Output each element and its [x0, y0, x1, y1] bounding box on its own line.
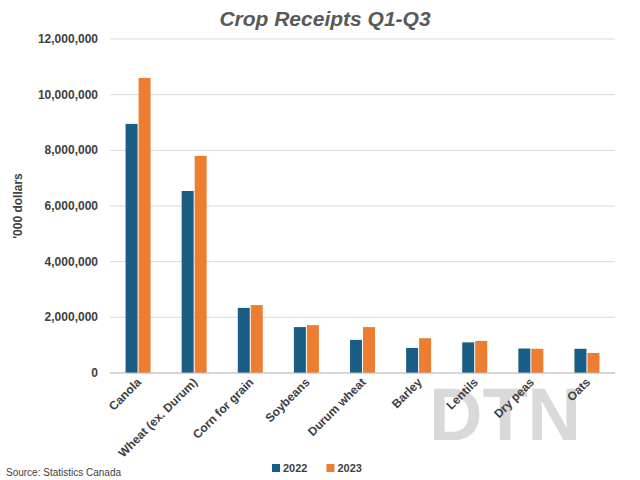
bar — [587, 353, 599, 373]
grid — [110, 39, 615, 373]
legend-label: 2022 — [283, 462, 307, 474]
bar — [574, 349, 586, 373]
chart: DTN 0 2,000,000 4,000,000 6,000,000 8,000,000… — [0, 0, 640, 480]
grid-line — [110, 39, 615, 40]
x-tick-label: Wheat (ex. Durum) — [115, 375, 200, 460]
x-tick-label: Canola — [106, 375, 144, 413]
x-tick-label: Barley — [389, 375, 425, 411]
grid-line — [110, 150, 615, 151]
x-tick-label: Dry peas — [491, 375, 537, 421]
x-tick-label: Soybeans — [263, 375, 313, 425]
y-tick-label: 12,000,000 — [38, 32, 98, 46]
bar — [126, 124, 138, 373]
y-tick-label: 8,000,000 — [45, 143, 99, 157]
background — [0, 0, 640, 480]
bar — [419, 338, 431, 373]
bar — [531, 349, 543, 373]
bar — [294, 327, 306, 373]
grid-line — [110, 94, 615, 95]
bar — [462, 342, 474, 373]
y-tick-label: 6,000,000 — [45, 199, 99, 213]
x-tick-label: Oats — [564, 375, 593, 404]
bar — [139, 78, 151, 373]
x-tick-label: Corn for grain — [190, 375, 256, 441]
x-tick-label: Durum wheat — [305, 375, 369, 439]
grid-line — [110, 373, 615, 374]
bar — [350, 340, 362, 373]
bar — [475, 341, 487, 373]
x-axis — [110, 373, 615, 374]
y-tick-label: 10,000,000 — [38, 88, 98, 102]
bar — [238, 308, 250, 373]
y-tick-label: 4,000,000 — [45, 255, 99, 269]
title: Crop Receipts Q1-Q3 — [219, 7, 431, 30]
watermark: DTN — [429, 373, 581, 456]
bar — [251, 305, 263, 373]
bar — [406, 348, 418, 373]
source: Source: Statistics Canada — [6, 467, 121, 478]
y-axis-label: '000 dollars — [11, 173, 25, 239]
y-tick-label: 2,000,000 — [45, 310, 99, 324]
legend-swatch — [272, 464, 280, 472]
y-tick-label: 0 — [91, 366, 98, 380]
legend: 2022 2023 — [272, 462, 362, 474]
bar — [195, 156, 207, 373]
bar — [182, 191, 194, 373]
legend-label: 2023 — [337, 462, 361, 474]
legend-swatch — [326, 464, 334, 472]
bar — [363, 327, 375, 373]
x-tick-label: Lentils — [444, 375, 481, 412]
bar — [307, 325, 319, 373]
bars — [126, 78, 600, 373]
bar — [518, 349, 530, 373]
